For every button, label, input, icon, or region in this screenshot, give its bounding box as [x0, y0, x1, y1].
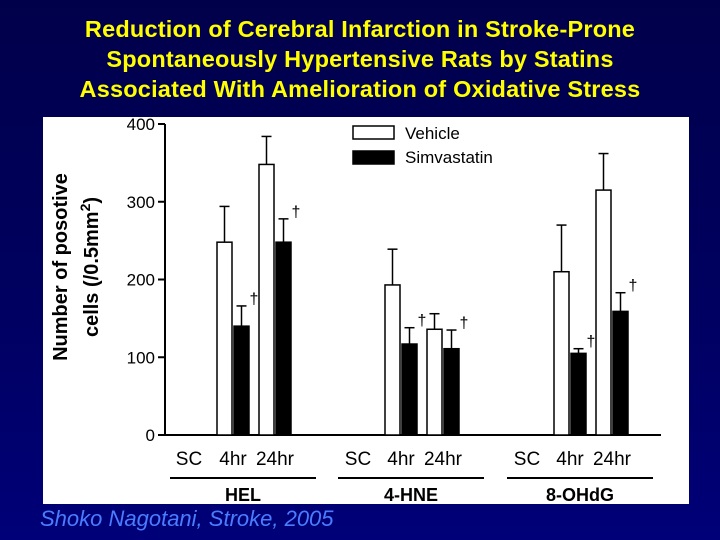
x-tick-label: 4hr — [556, 449, 584, 470]
bar-vehicle-hel-24hr — [258, 163, 275, 436]
significance-mark: † — [418, 313, 427, 330]
x-tick-label: SC — [176, 449, 202, 470]
slide-title: Reduction of Cerebral Infarction in Stro… — [0, 14, 720, 104]
significance-mark: † — [629, 278, 638, 295]
x-tick-label: 24hr — [256, 449, 295, 470]
significance-mark: † — [460, 315, 469, 332]
citation: Shoko Nagotani, Stroke, 2005 — [40, 506, 334, 531]
y-tick-label: 100 — [127, 348, 155, 367]
bar-simvastatin-hel-24hr — [275, 241, 292, 436]
legend-swatch-simvastatin — [352, 150, 395, 165]
y-tick-label: 400 — [127, 117, 155, 134]
chart-panel: 0 100 200 300 400 Number of posotive cells (/0… — [43, 115, 689, 505]
title-line-3: Associated With Amelioration of Oxidativ… — [79, 76, 641, 102]
x-tick-label: 24hr — [424, 449, 463, 470]
x-tick-label: SC — [514, 449, 540, 470]
bar-simvastatin-4-hne-24hr — [443, 347, 460, 436]
bar-simvastatin-4-hne-4hr — [401, 343, 418, 436]
y-tick-label: 300 — [127, 193, 155, 212]
title-line-1: Reduction of Cerebral Infarction in Stro… — [84, 16, 636, 42]
bar-simvastatin-hel-4hr — [233, 325, 250, 436]
group-label-8-ohdg: 8-OHdG — [546, 485, 614, 504]
y-tick-label: 200 — [127, 271, 155, 290]
y-axis-label-line1: Number of posotive — [50, 173, 72, 361]
y-tick-label: 0 — [146, 426, 155, 445]
significance-mark: † — [292, 204, 301, 221]
bar-simvastatin-8-ohdg-4hr — [570, 352, 587, 436]
significance-mark: † — [250, 291, 259, 308]
y-axis-label-close: ) — [81, 197, 103, 204]
significance-mark: † — [587, 334, 596, 351]
title-line-2: Spontaneously Hypertensive Rats by Stati… — [106, 46, 614, 72]
legend-label-simvastatin: Simvastatin — [405, 148, 493, 167]
legend-label-vehicle: Vehicle — [405, 124, 460, 143]
x-tick-label: 4hr — [387, 449, 415, 470]
x-tick-label: 24hr — [593, 449, 632, 470]
bar-vehicle-4-hne-4hr — [384, 284, 401, 436]
bar-vehicle-8-ohdg-24hr — [595, 189, 612, 436]
x-tick-label: SC — [345, 449, 371, 470]
bar-vehicle-8-ohdg-4hr — [553, 270, 570, 436]
y-axis-label-line2: cells (/0.5mm2) — [77, 197, 103, 337]
bar-vehicle-4-hne-24hr — [426, 328, 443, 436]
group-label-hel: HEL — [225, 485, 261, 504]
bar-simvastatin-8-ohdg-24hr — [612, 310, 629, 436]
bar-vehicle-hel-4hr — [216, 241, 233, 436]
group-label-4-hne: 4-HNE — [384, 485, 438, 504]
y-axis-label-text: cells (/0.5mm — [81, 211, 103, 337]
legend-swatch-vehicle — [352, 125, 395, 140]
x-tick-label: 4hr — [219, 449, 247, 470]
y-axis-label-superscript: 2 — [77, 203, 93, 211]
